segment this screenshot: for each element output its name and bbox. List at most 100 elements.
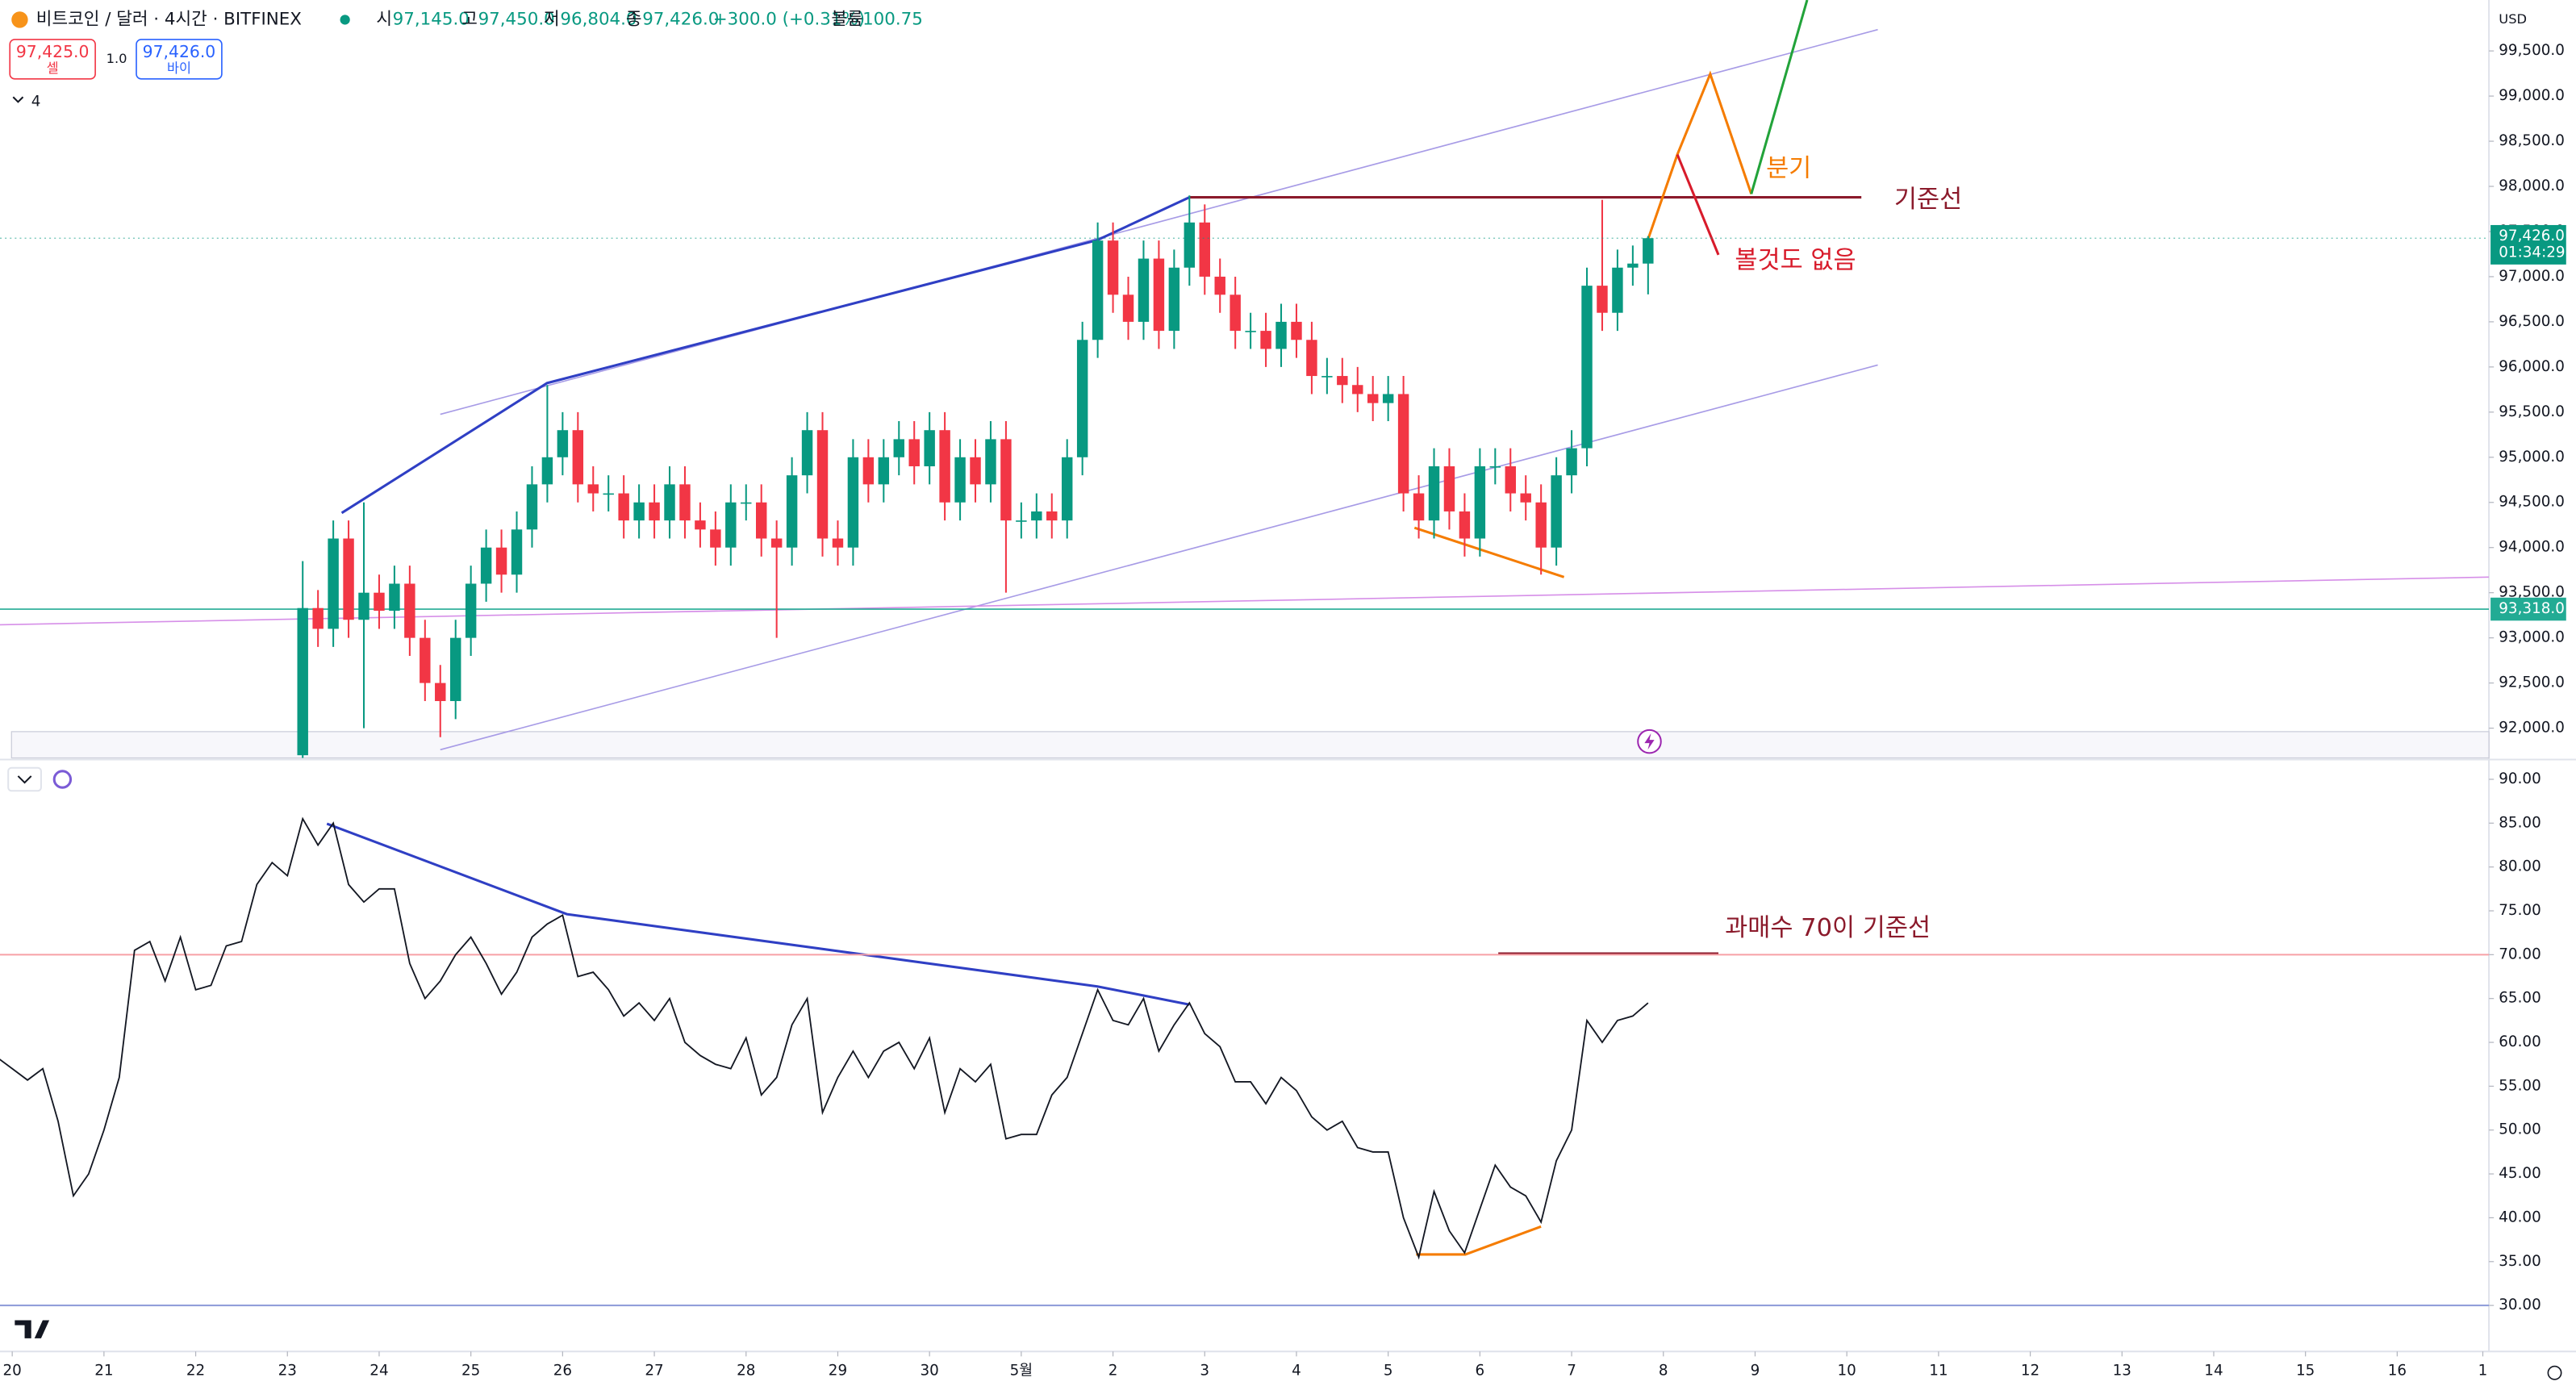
x-tick-label: 7 [1567,1363,1576,1380]
candle-body [1122,294,1134,322]
candle-body [710,529,721,548]
candle-body [572,430,584,485]
rsi-low-line [1416,1225,1542,1256]
status-dot [340,15,350,25]
candle-body [679,484,691,521]
candle-body [878,457,890,485]
last-price-box [2490,224,2566,265]
x-tick-label: 27 [645,1363,663,1380]
collapse-button[interactable] [7,766,42,792]
candle-body [664,484,675,521]
y-tick-label: 65.00 [2499,990,2541,1007]
y-tick-label: 96,000.0 [2499,358,2565,375]
x-tick-label: 3 [1200,1363,1209,1380]
value: 100.75 [862,9,923,29]
candle-body [358,592,369,620]
candle-body [1505,465,1516,494]
x-tick-label: 29 [829,1363,847,1380]
candle-body [1092,240,1104,340]
candle-body [1138,258,1150,322]
candle-body [725,502,737,548]
candle-body [1474,465,1486,539]
candle-body [1581,286,1593,449]
candle-body [939,430,950,503]
y-tick-label: 97,000.0 [2499,268,2565,285]
currency: USD [2499,11,2527,27]
candle-body [1382,394,1394,403]
y-tick-label: 92,500.0 [2499,674,2565,691]
candle-body [297,607,308,756]
chevron[interactable] [12,96,24,103]
candle-body [541,457,553,485]
candle-body [1031,511,1042,521]
candle-body [420,637,431,683]
candle-body [480,547,492,584]
candle-body [649,502,660,521]
candle-body [755,502,767,539]
settings-icon[interactable] [2547,1365,2562,1380]
candle-body [1016,520,1027,522]
candle-body [511,529,523,575]
countdown: 01:34:29 [2499,244,2565,261]
candle-body [1306,340,1317,377]
candle-body [343,538,354,620]
candle-body [1260,331,1271,349]
candle-body [1000,439,1012,521]
y-tick-label: 93,500.0 [2499,584,2565,601]
x-tick-label: 8 [1659,1363,1668,1380]
candle-body [893,439,904,457]
y-tick-label: 99,500.0 [2499,42,2565,59]
refresh-icon[interactable] [52,770,73,789]
y-tick-label: 98,500.0 [2499,132,2565,149]
sell-price: 97,425.0 [16,42,90,61]
projection [1647,70,1753,241]
label: 볼륨 [831,9,862,29]
y-tick-label: 95,000.0 [2499,449,2565,465]
candle-body [1046,511,1058,521]
x-tick-label: 21 [94,1363,113,1380]
series-layer [0,195,2490,758]
x-tick-label: 23 [278,1363,297,1380]
candle-body [1168,267,1180,332]
x-tick-label: 4 [1292,1363,1301,1380]
y-tick-label: 93,000.0 [2499,629,2565,646]
x-tick-label: 9 [1751,1363,1760,1380]
candle-body [328,538,339,629]
sell-button[interactable] [9,39,96,80]
buy-button[interactable] [136,39,223,80]
candle-body [1413,493,1425,521]
x-tick-label: 6 [1476,1363,1485,1380]
series-layer [0,816,2490,1307]
symbol[interactable]: 비트코인 / 달러 · 4시간 · BITFINEX [36,9,302,29]
candle-body [985,439,996,485]
candle-body [908,439,920,466]
x-tick-label: 22 [186,1363,205,1380]
candle-body [1107,240,1119,295]
candle-body [526,484,538,530]
candle-body [1367,394,1379,403]
candle-body [1612,267,1623,313]
annotation: 볼것도 없음 [1735,247,1856,275]
candle-body [1520,493,1531,503]
last-price-label: 97,426.0 [2499,228,2565,244]
y-tick-label: 35.00 [2499,1253,2541,1270]
change: +300.0 (+0.31%) [713,9,865,29]
candle-body [1443,465,1455,511]
candle-body [1597,286,1608,313]
channel-lower [440,364,1878,751]
price-label: 93,318.0 [2499,600,2565,617]
candle-body [1245,331,1256,332]
bottom-strip [10,731,2490,759]
indicator-count: 4 [31,93,41,110]
trend-line [340,196,1190,515]
x-tick-label: 2 [1108,1363,1118,1380]
candle-body [1428,465,1440,521]
y-tick-label: 92,000.0 [2499,720,2565,737]
candle-body [1061,457,1073,521]
y-tick-label: 55.00 [2499,1077,2541,1094]
x-tick-label: 28 [737,1363,755,1380]
x-tick-label: 20 [3,1363,22,1380]
x-tick-label: 24 [369,1363,388,1380]
